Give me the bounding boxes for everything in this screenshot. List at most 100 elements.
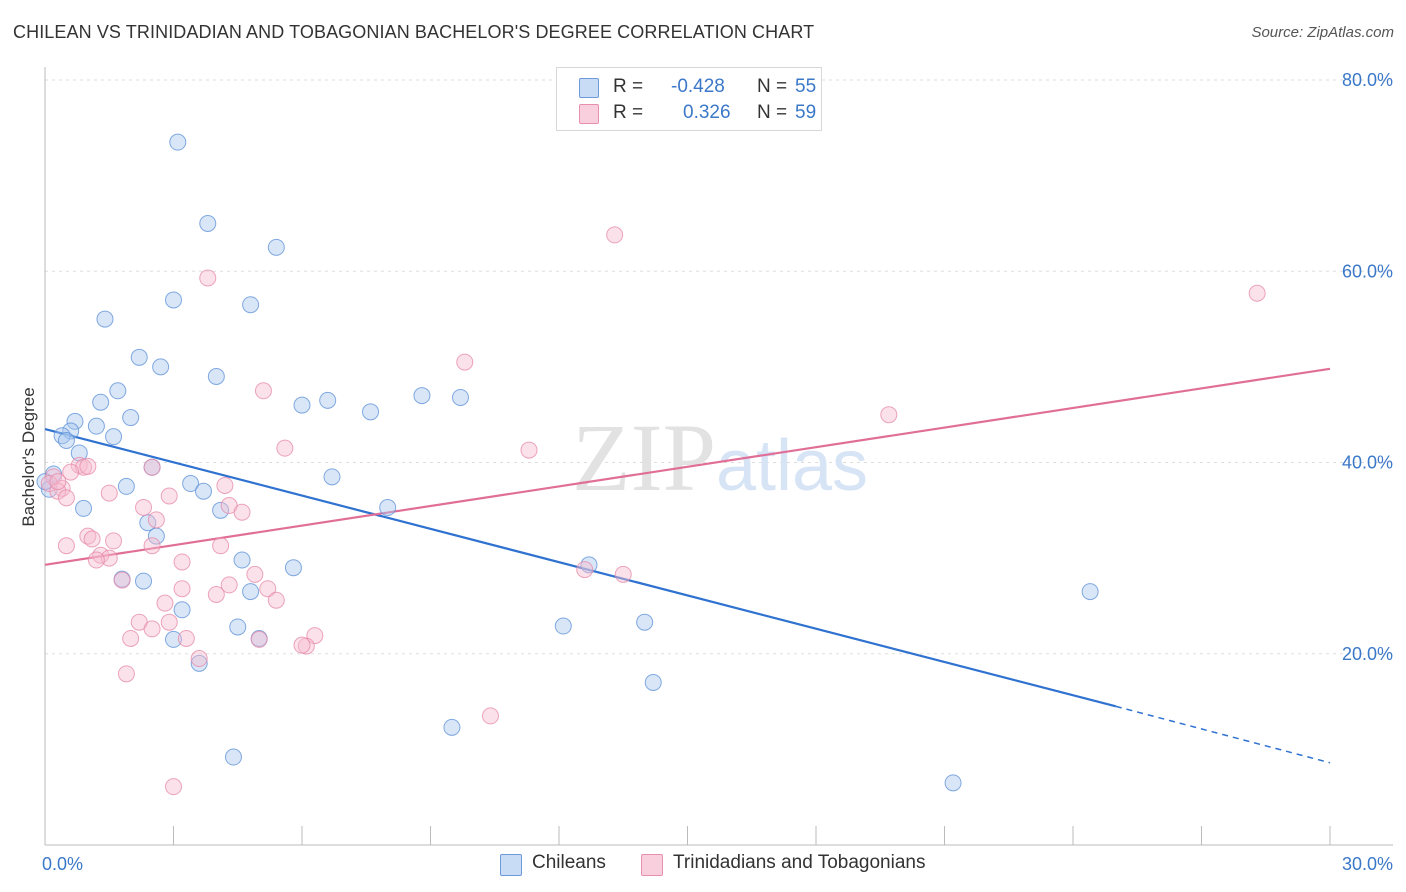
point-trinidadians [233, 503, 251, 521]
point-trinidadians [143, 537, 161, 555]
point-trinidadians [160, 613, 178, 631]
bottom-legend-swatch-chileans [500, 854, 522, 876]
point-chileans [379, 498, 397, 516]
bottom-legend-label: Chileans [532, 852, 606, 873]
point-trinidadians [70, 456, 88, 474]
trend-lines [44, 367, 1331, 764]
legend-swatch-trinidadians [579, 104, 599, 124]
point-trinidadians [57, 537, 75, 555]
y-tick-label: 20.0% [1342, 644, 1393, 664]
point-trinidadians [267, 591, 285, 609]
point-chileans [182, 475, 200, 493]
gridlines [45, 79, 1393, 655]
point-trinidadians [49, 482, 67, 500]
point-chileans [173, 601, 191, 619]
point-chileans [199, 214, 217, 232]
point-chileans [636, 613, 654, 631]
point-chileans [190, 654, 208, 672]
point-chileans [944, 774, 962, 792]
y-axis-label: Bachelor's Degree [19, 387, 38, 526]
point-trinidadians [259, 580, 277, 598]
point-chileans [130, 348, 148, 366]
point-trinidadians [250, 630, 268, 648]
point-trinidadians [143, 620, 161, 638]
point-chileans [152, 358, 170, 376]
point-trinidadians [456, 353, 474, 371]
x-tick-label: 0.0% [42, 854, 83, 874]
legend-r-label: R = [613, 76, 644, 97]
y-tick-label: 80.0% [1342, 70, 1393, 90]
bottom-legend-swatch-trinidadians [641, 854, 663, 876]
point-chileans [105, 428, 123, 446]
point-chileans [554, 617, 572, 635]
point-chileans [323, 468, 341, 486]
point-chileans [233, 551, 251, 569]
point-chileans [122, 409, 140, 427]
point-trinidadians [880, 406, 898, 424]
point-trinidadians [212, 537, 230, 555]
point-trinidadians [216, 476, 234, 494]
point-trinidadians [220, 576, 238, 594]
legend-n-label: N = [757, 102, 788, 123]
y-tick-label: 40.0% [1342, 453, 1393, 473]
point-trinidadians [520, 441, 538, 459]
point-chileans [267, 238, 285, 256]
point-trinidadians [254, 382, 272, 400]
point-chileans [194, 482, 212, 500]
legend-n-value: 59 [795, 102, 817, 123]
point-chileans [135, 572, 153, 590]
point-chileans [36, 473, 54, 491]
point-trinidadians [105, 532, 123, 550]
point-chileans [1081, 583, 1099, 601]
point-chileans [319, 391, 337, 409]
point-chileans [284, 559, 302, 577]
point-trinidadians [113, 571, 131, 589]
point-trinidadians [62, 463, 80, 481]
point-chileans [242, 583, 260, 601]
point-chileans [169, 133, 187, 151]
point-trinidadians [100, 484, 118, 502]
trend-line-trinidadians [44, 367, 1331, 566]
watermark-zip: ZIP [572, 404, 716, 511]
point-chileans [644, 673, 662, 691]
point-trinidadians [156, 594, 174, 612]
point-trinidadians [100, 549, 118, 567]
bottom-legend-label: Trinidadians and Tobagonians [673, 852, 926, 873]
trend-line-chileans-extension [1115, 705, 1331, 764]
point-chileans [165, 630, 182, 648]
axes [44, 67, 1393, 846]
point-chileans [224, 748, 242, 766]
point-trinidadians [481, 707, 499, 725]
bottom-legend-chileans: Chileans [500, 852, 620, 876]
point-trinidadians [79, 457, 97, 475]
source-label: Source: ZipAtlas.com [1251, 24, 1394, 41]
point-trinidadians [177, 629, 195, 647]
point-trinidadians [117, 665, 135, 683]
legend-swatch-chileans [579, 78, 599, 98]
point-trinidadians [207, 585, 225, 603]
point-chileans [229, 618, 247, 636]
point-chileans [451, 388, 469, 406]
point-trinidadians [1248, 284, 1266, 302]
point-trinidadians [122, 629, 140, 647]
point-chileans [66, 412, 84, 430]
point-chileans [293, 396, 311, 414]
point-trinidadians [49, 473, 67, 491]
point-trinidadians [135, 498, 153, 516]
legend-r-value: -0.428 [671, 76, 725, 97]
point-trinidadians [87, 551, 105, 569]
point-chileans [96, 310, 114, 328]
point-trinidadians [83, 530, 101, 548]
point-chileans [75, 499, 93, 517]
point-chileans [362, 403, 380, 421]
point-trinidadians [147, 511, 165, 529]
point-chileans [57, 432, 75, 450]
point-chileans [242, 296, 260, 314]
point-trinidadians [143, 458, 161, 476]
point-chileans [92, 393, 110, 411]
chart-title: CHILEAN VS TRINIDADIAN AND TOBAGONIAN BA… [13, 22, 815, 42]
point-chileans [62, 422, 80, 440]
point-chileans [413, 387, 431, 405]
point-trinidadians [173, 553, 191, 571]
